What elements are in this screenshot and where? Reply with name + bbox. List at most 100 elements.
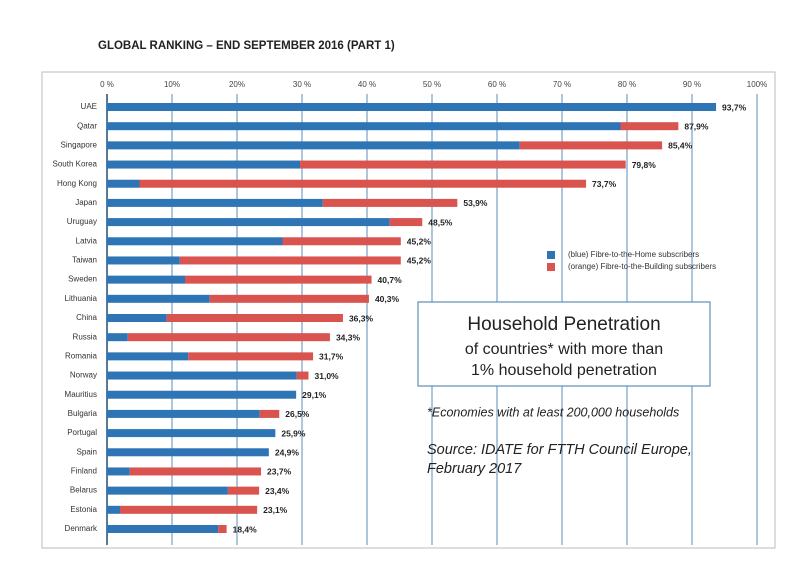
bar-segment [107,141,520,150]
x-tick-label: 40 % [358,80,376,89]
annotation-line: 1% household penetration [471,362,657,379]
value-label: 23,4% [265,486,290,496]
legend-label: (blue) Fibre-to-the-Home subscribers [568,250,699,259]
y-tick-label: Belarus [70,486,97,495]
annotation-source: Source: IDATE for FTTH Council Europe, [427,442,692,458]
bar-segment [107,486,228,495]
bar-segment [107,333,128,342]
value-label: 93,7% [722,102,747,112]
x-tick-label: 0 % [100,80,114,89]
value-label: 29,1% [302,390,327,400]
y-tick-label: Estonia [70,505,97,514]
bar-segment [107,371,297,380]
value-label: 36,3% [349,313,374,323]
y-tick-label: Lithuania [65,294,98,303]
y-tick-label: Singapore [61,140,98,149]
value-label: 31,7% [319,352,344,362]
y-tick-label: Taiwan [72,256,97,265]
x-tick-label: 20% [229,80,245,89]
bar-segment [107,179,140,188]
x-tick-label: 100% [747,80,767,89]
bar-segment [107,314,167,322]
x-tick-label: 10% [164,80,180,89]
y-tick-label: Norway [70,371,97,380]
x-tick-label: 60 % [488,80,506,89]
bar-segment [120,505,258,514]
y-tick-label: Denmark [65,524,98,533]
value-label: 53,9% [463,198,488,208]
y-tick-label: Bulgaria [68,409,98,418]
value-label: 18,4% [233,524,258,534]
bar-segment [107,275,185,284]
y-tick-label: South Korea [53,160,98,169]
bar-segment [282,237,401,246]
bar-segment [166,314,343,322]
bar-segment [227,486,260,495]
y-tick-label: Japan [75,198,97,207]
y-tick-label: Romania [65,351,98,360]
bar-segment [218,525,227,533]
value-label: 23,1% [263,505,288,515]
bar-segment [107,390,297,399]
value-label: 85,4% [668,141,693,151]
bar-segment [107,160,301,169]
annotation-heading: Household Penetration [467,314,660,335]
y-tick-label: Latvia [76,236,98,245]
frame [41,71,776,549]
annotation-box [417,301,711,387]
y-tick-label: Sweden [68,275,97,284]
value-label: 40,3% [375,294,400,304]
y-tick-label: Hong Kong [57,179,97,188]
value-label: 87,9% [684,121,709,131]
x-tick-label: 80 % [618,80,636,89]
x-tick-label: 30 % [293,80,311,89]
annotation-source: February 2017 [427,461,522,477]
y-tick-label: Portugal [67,428,97,437]
bar-segment [188,352,314,361]
bar-segment [107,237,283,246]
bar-segment [107,525,219,533]
bar-segment [296,371,309,380]
bar-segment [209,294,369,303]
value-label: 45,2% [407,237,432,247]
y-tick-label: Mauritius [65,390,97,399]
y-tick-label: China [76,313,97,322]
legend-label: (orange) Fibre-to-the-Building subscribe… [568,262,716,271]
bar-segment [179,256,401,265]
y-tick-label: Finland [71,467,97,476]
x-tick-label: 70 % [553,80,571,89]
value-label: 40,7% [378,275,403,285]
bar-segment [107,352,189,361]
bar-segment [107,103,717,111]
value-label: 24,9% [275,448,300,458]
x-tick-label: 50 % [423,80,441,89]
x-tick-label: 90 % [683,80,701,89]
bar-segment [107,429,276,438]
value-label: 23,7% [267,467,292,477]
bar-segment [107,294,210,303]
bar-segment [107,448,269,457]
bar-segment [259,409,280,418]
bar-segment [185,275,372,284]
bar-segment [107,198,323,207]
value-label: 48,5% [428,217,453,227]
legend-swatch [547,263,555,271]
bar-segment [389,218,423,227]
y-tick-label: Russia [73,332,98,341]
y-tick-label: Qatar [77,121,97,130]
y-tick-label: Uruguay [67,217,97,226]
value-label: 73,7% [592,179,617,189]
bar-segment [620,122,679,131]
bar-segment [107,409,260,418]
bar-segment [107,467,130,476]
value-label: 25,9% [281,428,306,438]
annotation-footnote: *Economies with at least 200,000 househo… [427,405,679,419]
bar-segment [322,198,458,207]
value-label: 79,8% [632,160,657,170]
bar-segment [107,122,621,131]
y-tick-label: UAE [81,102,97,111]
bar-segment [519,141,663,150]
annotation-line: of countries* with more than [465,341,663,358]
chart-title: GLOBAL RANKING – END SEPTEMBER 2016 (PAR… [98,40,395,52]
bar-segment [127,333,330,342]
